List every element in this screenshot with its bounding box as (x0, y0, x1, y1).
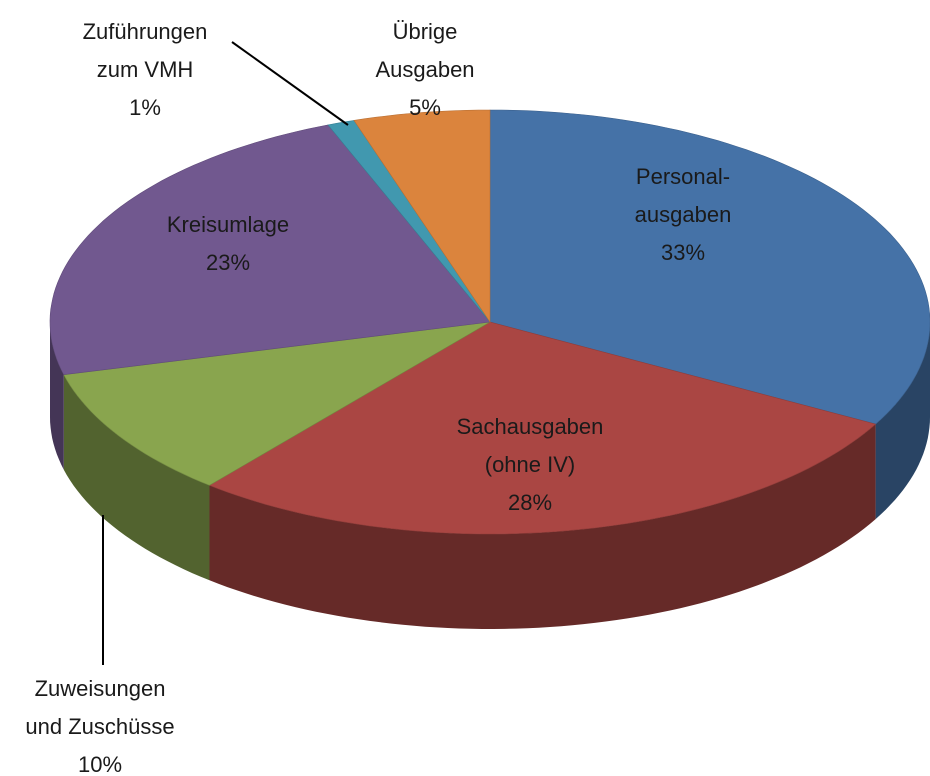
slice-side (875, 322, 930, 520)
slice-label: Zuführungen zum VMH (83, 19, 208, 82)
slice-side (63, 374, 210, 581)
slice (208, 321, 877, 535)
slice-label: Personal-ausgaben (635, 164, 732, 227)
value-label: 5% (409, 95, 441, 120)
slice (49, 124, 491, 376)
value-label: 28% (508, 490, 552, 515)
slice (63, 321, 491, 486)
slice (353, 109, 491, 323)
slice (489, 109, 930, 425)
value-label: 10% (78, 752, 122, 776)
slice-side (50, 322, 64, 470)
slice-label: Kreisumlage (167, 212, 289, 237)
slice-label: Zuweisungen und Zuschüsse (25, 676, 174, 739)
slice-label: Übrige Ausgaben (375, 19, 474, 82)
slice-side (209, 424, 876, 629)
value-label: 23% (206, 250, 250, 275)
value-label: 1% (129, 95, 161, 120)
value-label: 33% (661, 240, 705, 265)
leader-line (231, 41, 349, 126)
slice-label: Sachausgaben (ohne IV) (457, 414, 604, 477)
